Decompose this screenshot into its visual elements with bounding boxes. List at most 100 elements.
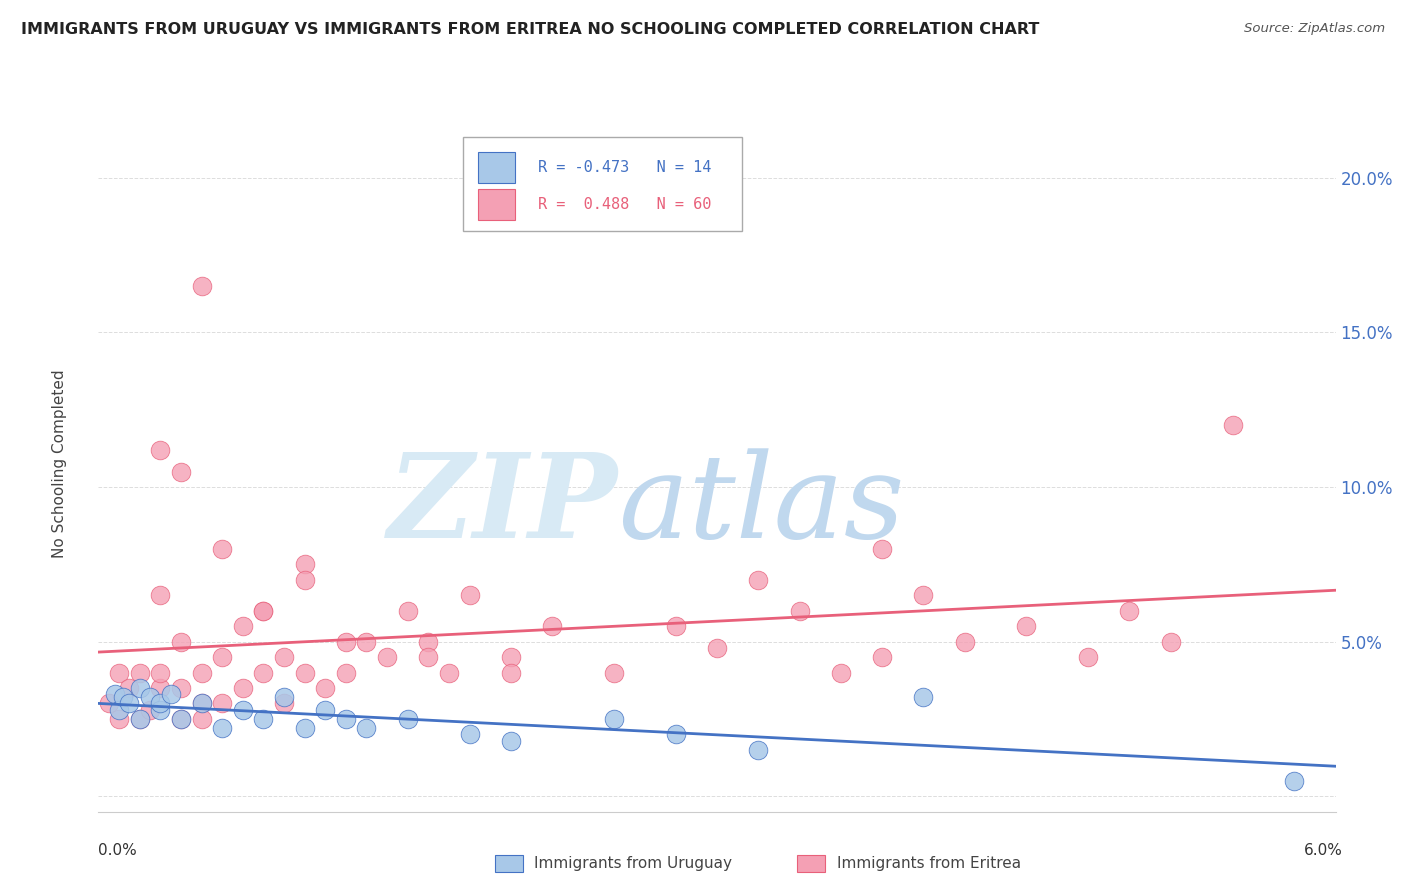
Point: [603, 665, 626, 680]
Text: atlas: atlas: [619, 448, 904, 563]
Point: [747, 573, 769, 587]
Point: [232, 681, 254, 695]
Point: [273, 697, 295, 711]
Point: [190, 665, 212, 680]
Point: [789, 604, 811, 618]
Point: [170, 712, 193, 726]
Point: [112, 690, 135, 705]
Point: [912, 588, 935, 602]
Point: [149, 703, 172, 717]
Point: [314, 703, 336, 717]
Point: [170, 634, 193, 648]
Point: [139, 690, 162, 705]
Text: Immigrants from Uruguay: Immigrants from Uruguay: [534, 856, 733, 871]
Point: [603, 712, 626, 726]
Point: [190, 279, 212, 293]
Point: [97, 697, 120, 711]
Y-axis label: No Schooling Completed: No Schooling Completed: [52, 369, 67, 558]
Point: [418, 650, 440, 665]
Point: [870, 650, 893, 665]
Point: [252, 604, 274, 618]
Point: [118, 681, 141, 695]
Point: [108, 712, 131, 726]
Point: [294, 665, 316, 680]
Point: [128, 712, 150, 726]
Point: [458, 727, 481, 741]
Point: [190, 697, 212, 711]
Point: [273, 650, 295, 665]
Point: [499, 665, 522, 680]
Text: R =  0.488   N = 60: R = 0.488 N = 60: [537, 197, 711, 212]
Point: [232, 619, 254, 633]
Point: [128, 681, 150, 695]
Bar: [478, 189, 516, 220]
Point: [211, 541, 233, 556]
Point: [375, 650, 398, 665]
Point: [1077, 650, 1099, 665]
Point: [252, 665, 274, 680]
Point: [232, 703, 254, 717]
Point: [870, 541, 893, 556]
Point: [418, 634, 440, 648]
Point: [335, 634, 357, 648]
Text: Source: ZipAtlas.com: Source: ZipAtlas.com: [1244, 22, 1385, 36]
Point: [159, 687, 181, 701]
Point: [170, 465, 193, 479]
Point: [211, 697, 233, 711]
Point: [1160, 634, 1182, 648]
Point: [170, 712, 193, 726]
Text: ZIP: ZIP: [388, 448, 619, 563]
Point: [356, 634, 378, 648]
Point: [139, 703, 162, 717]
Point: [499, 650, 522, 665]
Text: Immigrants from Eritrea: Immigrants from Eritrea: [837, 856, 1021, 871]
Point: [190, 697, 212, 711]
Bar: [464, 136, 742, 231]
Point: [128, 665, 150, 680]
Point: [830, 665, 852, 680]
Point: [190, 712, 212, 726]
Point: [149, 665, 172, 680]
Text: IMMIGRANTS FROM URUGUAY VS IMMIGRANTS FROM ERITREA NO SCHOOLING COMPLETED CORREL: IMMIGRANTS FROM URUGUAY VS IMMIGRANTS FR…: [21, 22, 1039, 37]
Point: [335, 712, 357, 726]
Text: 0.0%: 0.0%: [98, 843, 138, 858]
Point: [437, 665, 460, 680]
Point: [294, 573, 316, 587]
Point: [104, 687, 127, 701]
Point: [1222, 418, 1244, 433]
Point: [396, 604, 419, 618]
Text: 6.0%: 6.0%: [1303, 843, 1343, 858]
Point: [128, 712, 150, 726]
Point: [211, 650, 233, 665]
Point: [211, 721, 233, 735]
Text: R = -0.473   N = 14: R = -0.473 N = 14: [537, 161, 711, 176]
Point: [356, 721, 378, 735]
Point: [458, 588, 481, 602]
Point: [1284, 773, 1306, 788]
Point: [541, 619, 564, 633]
Point: [912, 690, 935, 705]
Point: [396, 712, 419, 726]
Point: [665, 727, 688, 741]
Point: [252, 712, 274, 726]
Point: [499, 733, 522, 747]
Bar: [478, 153, 516, 184]
Point: [314, 681, 336, 695]
Point: [149, 588, 172, 602]
Point: [149, 697, 172, 711]
Point: [170, 681, 193, 695]
Point: [953, 634, 976, 648]
Point: [335, 665, 357, 680]
Point: [706, 640, 728, 655]
Point: [747, 743, 769, 757]
Point: [1015, 619, 1038, 633]
Point: [665, 619, 688, 633]
Point: [294, 558, 316, 572]
Point: [118, 697, 141, 711]
Point: [1118, 604, 1140, 618]
Point: [149, 681, 172, 695]
Point: [149, 442, 172, 457]
Point: [273, 690, 295, 705]
Point: [252, 604, 274, 618]
Point: [108, 665, 131, 680]
